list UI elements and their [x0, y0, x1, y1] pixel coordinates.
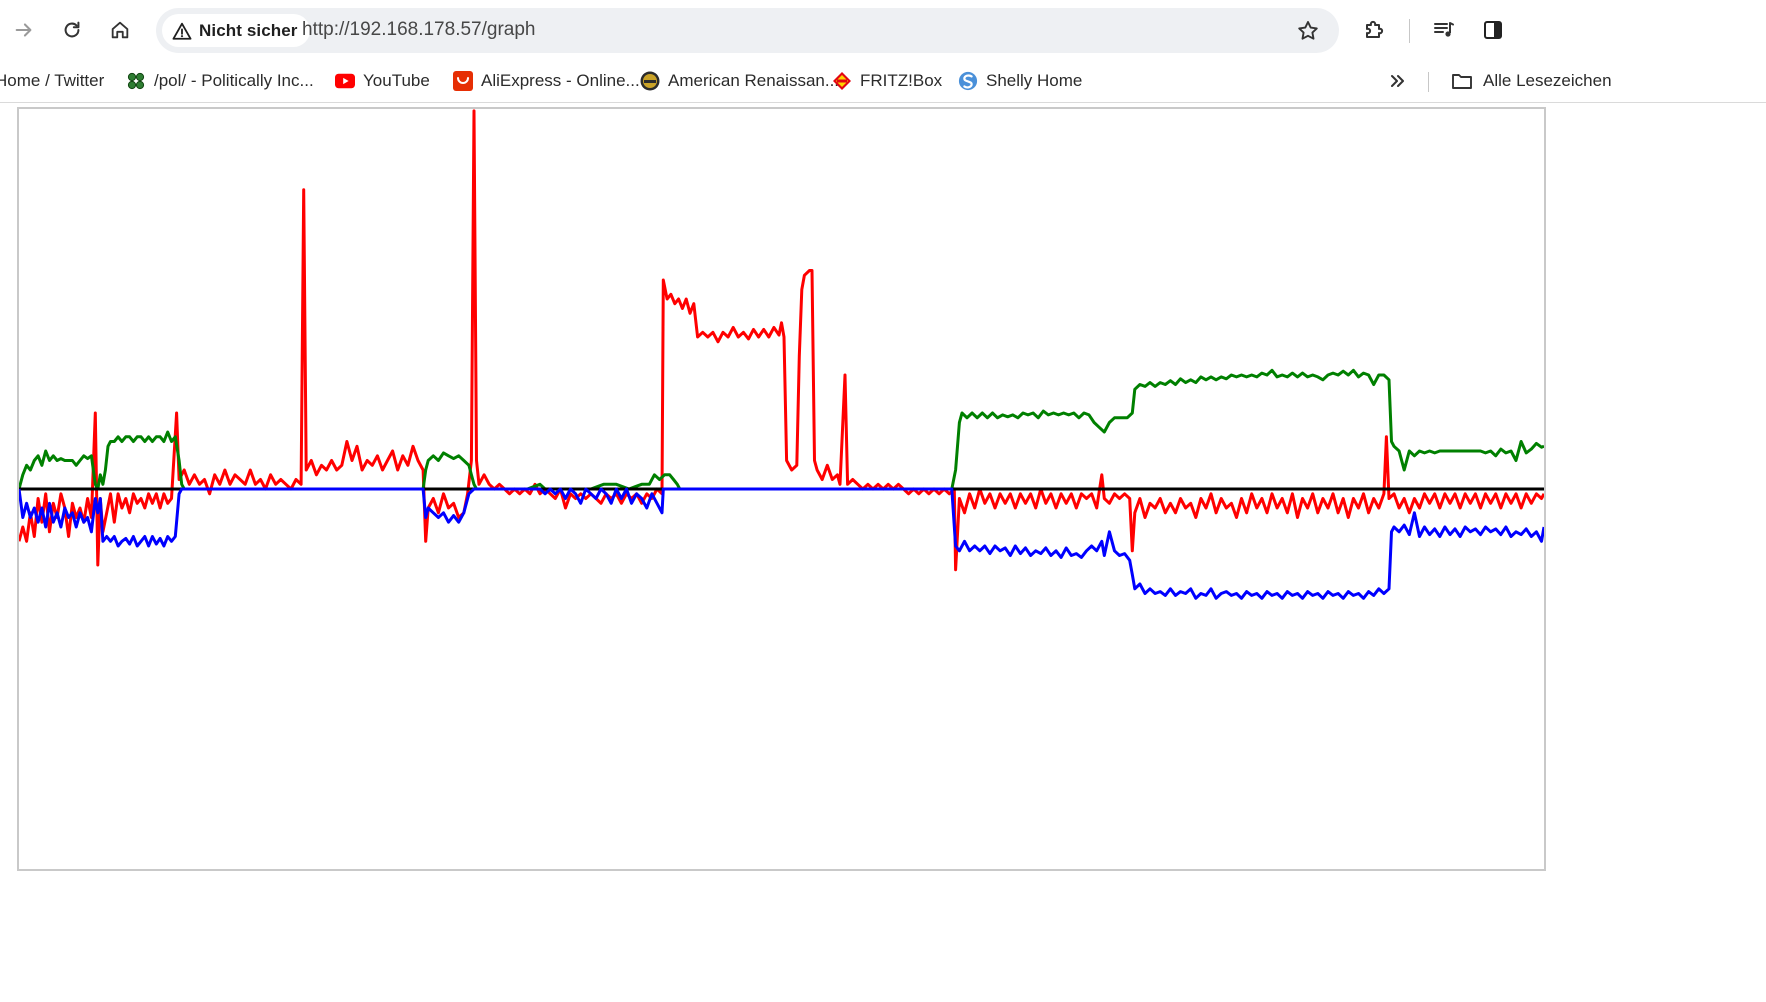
shelly-favicon-icon: [958, 71, 978, 91]
side-panel-button[interactable]: [1475, 12, 1511, 48]
all-bookmarks-label: Alle Lesezeichen: [1483, 71, 1612, 90]
page-content: [0, 103, 1766, 1002]
media-controls-button[interactable]: [1426, 12, 1462, 48]
bookmarks-bar: Home / Twitter /pol/ - Politically Inc..…: [0, 60, 1766, 103]
toolbar-divider: [1409, 19, 1410, 43]
graph-frame: [17, 107, 1546, 871]
bookmark-label: American Renaissan...: [668, 71, 840, 90]
aliexpress-favicon-icon: [453, 71, 473, 91]
browser-toolbar: Nicht sicher http://192.168.178.57/graph: [0, 0, 1766, 60]
reload-icon: [64, 21, 80, 38]
bookmark-fritzbox[interactable]: FRITZ!Box: [832, 66, 942, 96]
all-bookmarks-button[interactable]: Alle Lesezeichen: [1451, 66, 1612, 96]
bookmark-label: FRITZ!Box: [860, 71, 943, 90]
home-button[interactable]: [102, 12, 138, 48]
forward-button[interactable]: [6, 12, 42, 48]
warning-triangle-icon: [172, 22, 192, 40]
star-outline-icon: [1298, 21, 1318, 40]
security-chip[interactable]: Nicht sicher: [162, 14, 310, 47]
bookmark-label: YouTube: [363, 71, 430, 90]
bookmark-label: /pol/ - Politically Inc...: [154, 71, 314, 90]
youtube-favicon-icon: [335, 71, 355, 91]
bookmark-star-button[interactable]: [1291, 14, 1325, 48]
reload-button[interactable]: [54, 12, 90, 48]
american-renaissance-favicon-icon: [640, 71, 660, 91]
double-chevron-right-icon: [1391, 75, 1404, 87]
blue-series-line: [19, 487, 1544, 600]
graph-canvas: [19, 109, 1544, 600]
bookmarks-divider: [1428, 72, 1429, 92]
folder-icon: [1452, 74, 1472, 89]
security-label: Nicht sicher: [199, 20, 298, 40]
address-bar[interactable]: Nicht sicher http://192.168.178.57/graph: [156, 8, 1339, 53]
bookmark-american-renaissance[interactable]: American Renaissan...: [640, 66, 839, 96]
extensions-button[interactable]: [1356, 12, 1392, 48]
queue-music-icon: [1434, 22, 1454, 37]
bookmark-twitter[interactable]: Home / Twitter: [0, 66, 104, 96]
green-series-line: [19, 368, 1544, 491]
puzzle-icon: [1366, 20, 1384, 38]
bookmark-label: Home / Twitter: [0, 71, 105, 90]
bookmark-label: Shelly Home: [986, 71, 1083, 90]
bookmark-label: AliExpress - Online...: [481, 71, 640, 90]
red-series-line: [19, 109, 1544, 572]
url-text[interactable]: http://192.168.178.57/graph: [302, 19, 536, 40]
home-icon: [111, 21, 129, 39]
clover-favicon-icon: [126, 71, 146, 91]
bookmarks-overflow-button[interactable]: [1386, 69, 1410, 93]
fritzbox-favicon-icon: [832, 71, 852, 91]
bookmark-shelly[interactable]: Shelly Home: [958, 66, 1082, 96]
bookmark-aliexpress[interactable]: AliExpress - Online...: [453, 66, 640, 96]
bookmark-pol[interactable]: /pol/ - Politically Inc...: [126, 66, 314, 96]
arrow-right-icon: [15, 23, 32, 37]
bookmark-youtube[interactable]: YouTube: [335, 66, 430, 96]
side-panel-icon: [1484, 21, 1502, 39]
